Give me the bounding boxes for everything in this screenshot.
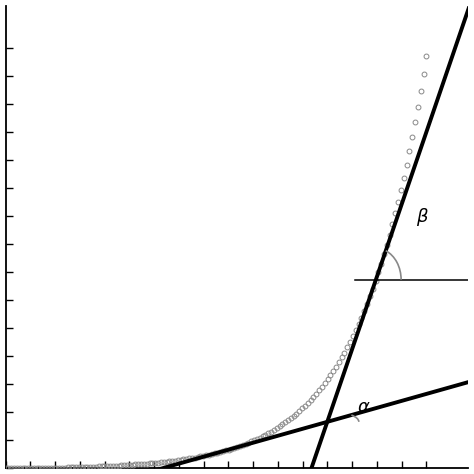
Text: α: α	[357, 398, 369, 416]
Text: β: β	[416, 208, 428, 226]
